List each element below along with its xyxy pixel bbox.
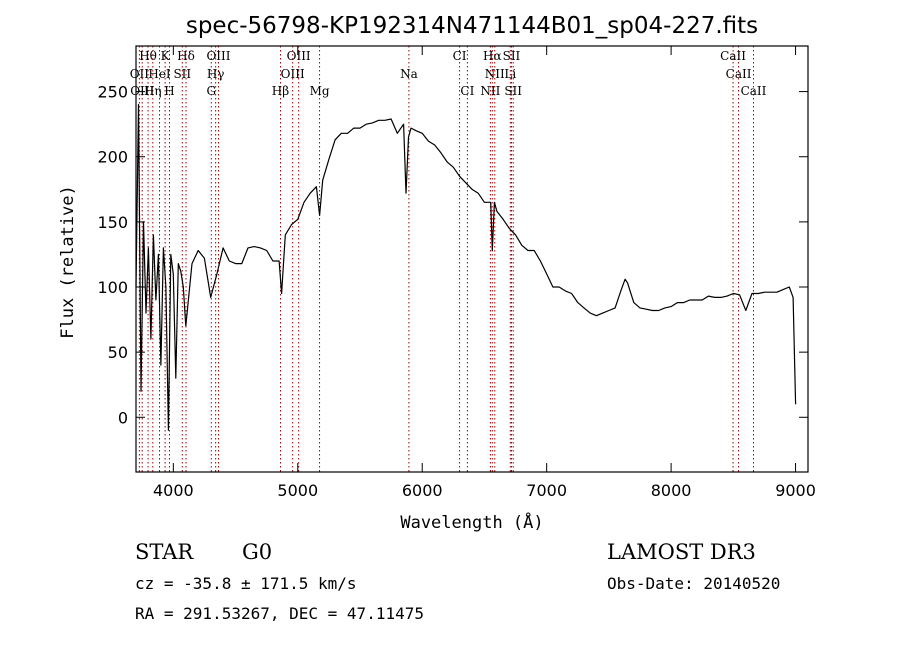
line-marker-label-15: NII <box>485 67 505 81</box>
line-marker-label-16: Li <box>504 67 516 81</box>
line-marker-label-4: OIII <box>287 49 311 63</box>
observation-date: Obs-Date: 20140520 <box>607 574 780 593</box>
y-tick-label-100: 100 <box>97 278 128 297</box>
line-marker-label-8: CaII <box>720 49 746 63</box>
line-marker-label-10: HeI <box>148 67 171 81</box>
y-axis-ticks: 0 50 100 150 200 250 <box>97 83 808 427</box>
y-tick-label-250: 250 <box>97 83 128 102</box>
spectral-line-markers <box>138 46 754 472</box>
line-marker-label-7: SII <box>503 49 521 63</box>
redshift-velocity: cz = -35.8 ± 171.5 km/s <box>135 574 357 593</box>
x-tick-label-8000: 8000 <box>651 481 692 500</box>
x-tick-label-4000: 4000 <box>153 481 194 500</box>
object-subclass: G0 <box>242 540 272 564</box>
line-marker-label-2: Hδ <box>177 49 195 63</box>
x-tick-label-6000: 6000 <box>402 481 443 500</box>
line-marker-label-11: SII <box>173 67 191 81</box>
y-tick-label-200: 200 <box>97 148 128 167</box>
x-tick-label-9000: 9000 <box>775 481 816 500</box>
line-marker-label-23: Mg <box>310 84 330 98</box>
line-marker-label-26: SII <box>504 84 522 98</box>
y-tick-label-50: 50 <box>108 343 128 362</box>
line-marker-label-1: K <box>161 49 171 63</box>
object-class: STAR <box>135 540 194 564</box>
line-marker-label-24: CI <box>460 84 474 98</box>
line-marker-label-21: G <box>206 84 216 98</box>
y-tick-label-150: 150 <box>97 213 128 232</box>
line-marker-label-9: OII <box>130 67 150 81</box>
y-tick-label-0: 0 <box>118 408 128 427</box>
line-marker-label-13: OIII <box>281 67 305 81</box>
line-marker-label-22: Hβ <box>272 84 289 98</box>
chart-title: spec-56798-KP192314N471144B01_sp04-227.f… <box>186 13 758 39</box>
line-marker-label-6: Hα <box>483 49 502 63</box>
line-marker-label-14: Na <box>400 67 418 81</box>
line-marker-label-25: NII <box>480 84 500 98</box>
ra-dec-coordinates: RA = 291.53267, DEC = 47.11475 <box>135 604 424 623</box>
line-marker-label-20: H <box>164 84 174 98</box>
y-axis-label: Flux (relative) <box>58 185 78 339</box>
line-marker-label-12: Hγ <box>207 67 225 81</box>
line-marker-label-0: Hθ <box>139 49 157 63</box>
line-marker-label-19: Hη <box>144 84 162 98</box>
x-tick-label-5000: 5000 <box>277 481 318 500</box>
x-axis-label: Wavelength (Å) <box>400 511 543 533</box>
line-marker-label-27: CaII <box>741 84 767 98</box>
plot-frame <box>135 45 809 473</box>
spectrum-series-line <box>135 104 797 431</box>
survey-name: LAMOST DR3 <box>607 540 756 564</box>
x-tick-label-7000: 7000 <box>526 481 567 500</box>
x-axis-ticks: 4000 5000 6000 7000 8000 9000 <box>153 46 816 500</box>
line-marker-label-3: OIII <box>206 49 230 63</box>
line-marker-label-17: CaII <box>726 67 752 81</box>
line-marker-label-5: CI <box>453 49 467 63</box>
